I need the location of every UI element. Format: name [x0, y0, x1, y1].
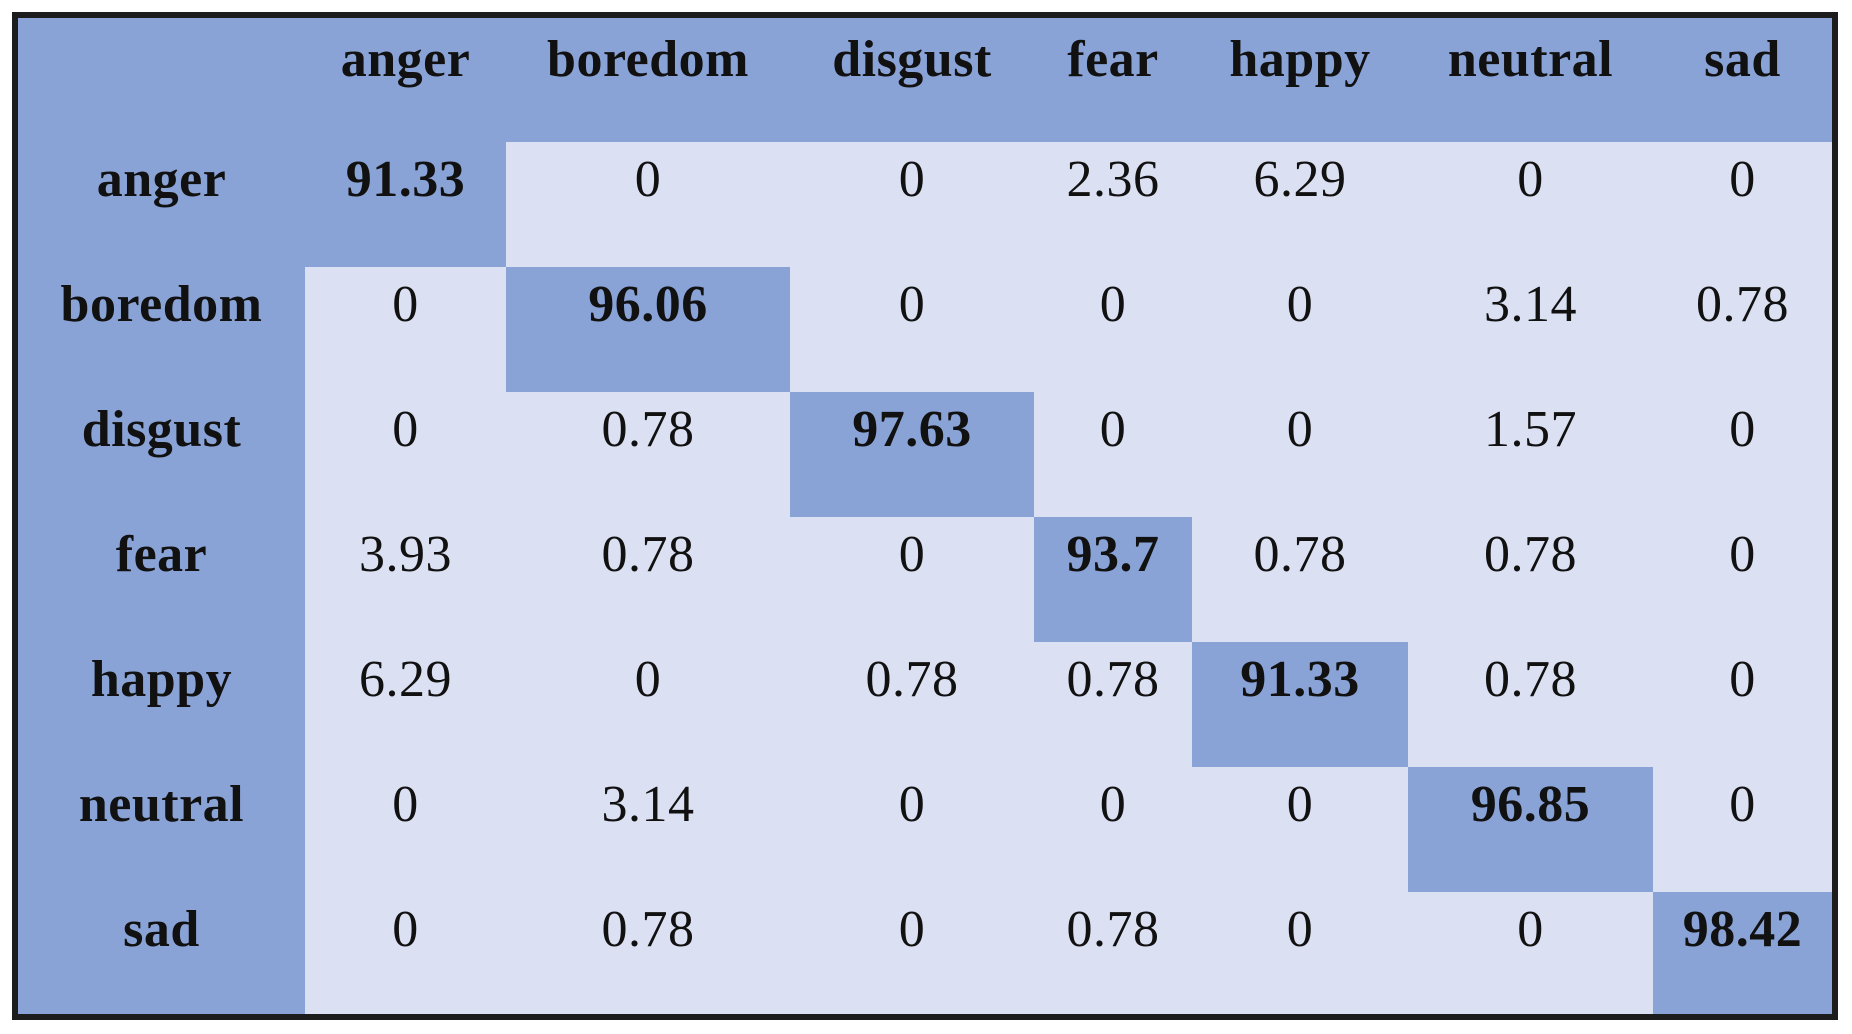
- row-header-fear: fear: [18, 517, 305, 642]
- cell-anger-anger: 91.33: [305, 142, 506, 267]
- cell-anger-happy: 6.29: [1192, 142, 1408, 267]
- cell-neutral-anger: 0: [305, 767, 506, 892]
- cell-disgust-sad: 0: [1653, 392, 1832, 517]
- cell-happy-sad: 0: [1653, 642, 1832, 767]
- row-header-boredom: boredom: [18, 267, 305, 392]
- cell-fear-neutral: 0.78: [1408, 517, 1653, 642]
- cell-disgust-boredom: 0.78: [506, 392, 790, 517]
- cell-fear-sad: 0: [1653, 517, 1832, 642]
- cell-fear-anger: 3.93: [305, 517, 506, 642]
- cell-boredom-neutral: 3.14: [1408, 267, 1653, 392]
- cell-happy-neutral: 0.78: [1408, 642, 1653, 767]
- cell-anger-disgust: 0: [790, 142, 1034, 267]
- cell-anger-boredom: 0: [506, 142, 790, 267]
- cell-boredom-fear: 0: [1034, 267, 1192, 392]
- confusion-matrix-table: anger boredom disgust fear happy neutral sad an…: [18, 18, 1832, 1014]
- cell-sad-disgust: 0: [790, 892, 1034, 1014]
- col-header-fear: fear: [1034, 18, 1192, 142]
- cell-fear-happy: 0.78: [1192, 517, 1408, 642]
- row-header-happy: happy: [18, 642, 305, 767]
- cell-anger-sad: 0: [1653, 142, 1832, 267]
- cell-fear-fear: 93.7: [1034, 517, 1192, 642]
- cell-fear-boredom: 0.78: [506, 517, 790, 642]
- row-header-disgust: disgust: [18, 392, 305, 517]
- cell-anger-fear: 2.36: [1034, 142, 1192, 267]
- cell-boredom-anger: 0: [305, 267, 506, 392]
- cell-disgust-fear: 0: [1034, 392, 1192, 517]
- cell-boredom-disgust: 0: [790, 267, 1034, 392]
- cell-neutral-sad: 0: [1653, 767, 1832, 892]
- col-header-neutral: neutral: [1408, 18, 1653, 142]
- cell-sad-boredom: 0.78: [506, 892, 790, 1014]
- cell-sad-neutral: 0: [1408, 892, 1653, 1014]
- cell-sad-happy: 0: [1192, 892, 1408, 1014]
- cell-neutral-neutral: 96.85: [1408, 767, 1653, 892]
- col-header-boredom: boredom: [506, 18, 790, 142]
- cell-sad-sad: 98.42: [1653, 892, 1832, 1014]
- cell-anger-neutral: 0: [1408, 142, 1653, 267]
- cell-fear-disgust: 0: [790, 517, 1034, 642]
- cell-boredom-sad: 0.78: [1653, 267, 1832, 392]
- cell-disgust-neutral: 1.57: [1408, 392, 1653, 517]
- cell-disgust-disgust: 97.63: [790, 392, 1034, 517]
- cell-sad-anger: 0: [305, 892, 506, 1014]
- cell-boredom-happy: 0: [1192, 267, 1408, 392]
- cell-sad-fear: 0.78: [1034, 892, 1192, 1014]
- cell-boredom-boredom: 96.06: [506, 267, 790, 392]
- row-header-neutral: neutral: [18, 767, 305, 892]
- cell-neutral-disgust: 0: [790, 767, 1034, 892]
- confusion-matrix-frame: anger boredom disgust fear happy neutral sad an…: [12, 12, 1838, 1020]
- cell-happy-anger: 6.29: [305, 642, 506, 767]
- cell-neutral-happy: 0: [1192, 767, 1408, 892]
- cell-happy-boredom: 0: [506, 642, 790, 767]
- cell-happy-fear: 0.78: [1034, 642, 1192, 767]
- cell-neutral-boredom: 3.14: [506, 767, 790, 892]
- col-header-anger: anger: [305, 18, 506, 142]
- col-header-disgust: disgust: [790, 18, 1034, 142]
- cell-happy-happy: 91.33: [1192, 642, 1408, 767]
- corner-cell: [18, 18, 305, 142]
- row-header-anger: anger: [18, 142, 305, 267]
- cell-disgust-happy: 0: [1192, 392, 1408, 517]
- cell-happy-disgust: 0.78: [790, 642, 1034, 767]
- row-header-sad: sad: [18, 892, 305, 1014]
- cell-disgust-anger: 0: [305, 392, 506, 517]
- col-header-sad: sad: [1653, 18, 1832, 142]
- col-header-happy: happy: [1192, 18, 1408, 142]
- cell-neutral-fear: 0: [1034, 767, 1192, 892]
